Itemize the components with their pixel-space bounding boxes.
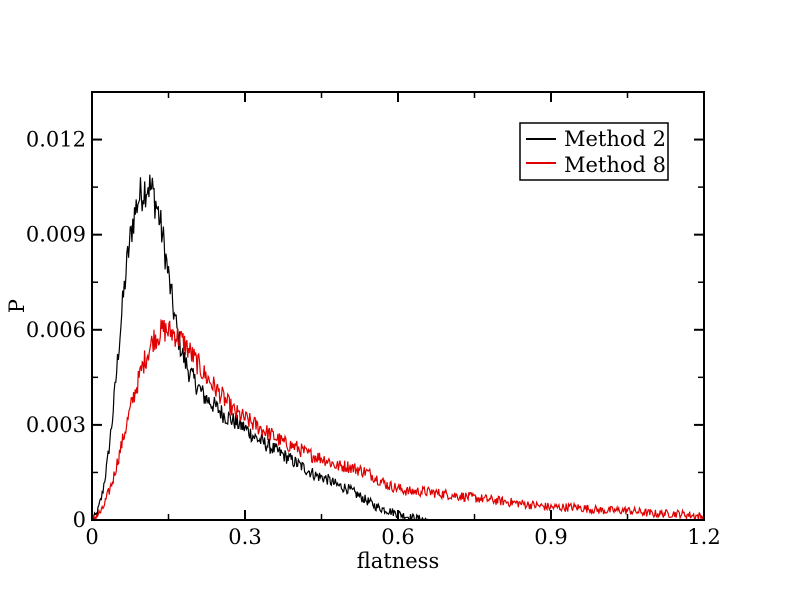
- series-line-method-8: [91, 319, 705, 522]
- y-axis-title: P: [5, 299, 29, 313]
- legend: Method 2 Method 8: [519, 122, 669, 181]
- y-tick-label: 0.009: [26, 223, 86, 247]
- x-axis-title: flatness: [357, 549, 439, 573]
- x-tick-label: 1.2: [687, 525, 720, 549]
- x-tick-label: 0.9: [534, 525, 567, 549]
- y-tick-label: 0.012: [26, 128, 86, 152]
- x-tick-label: 0.6: [381, 525, 414, 549]
- x-tick-label: 0.3: [228, 525, 261, 549]
- plot-frame: [91, 91, 705, 521]
- legend-box: [519, 122, 669, 181]
- legend-label-method-2: Method 2: [564, 127, 666, 151]
- y-tick-label: 0.003: [26, 413, 86, 437]
- legend-label-method-8: Method 8: [564, 153, 666, 177]
- y-tick-label: 0: [73, 508, 86, 532]
- series-layer: [91, 174, 705, 522]
- x-tick-label: 0: [85, 525, 98, 549]
- y-tick-label: 0.006: [26, 318, 86, 342]
- series-line-method-2: [92, 174, 429, 522]
